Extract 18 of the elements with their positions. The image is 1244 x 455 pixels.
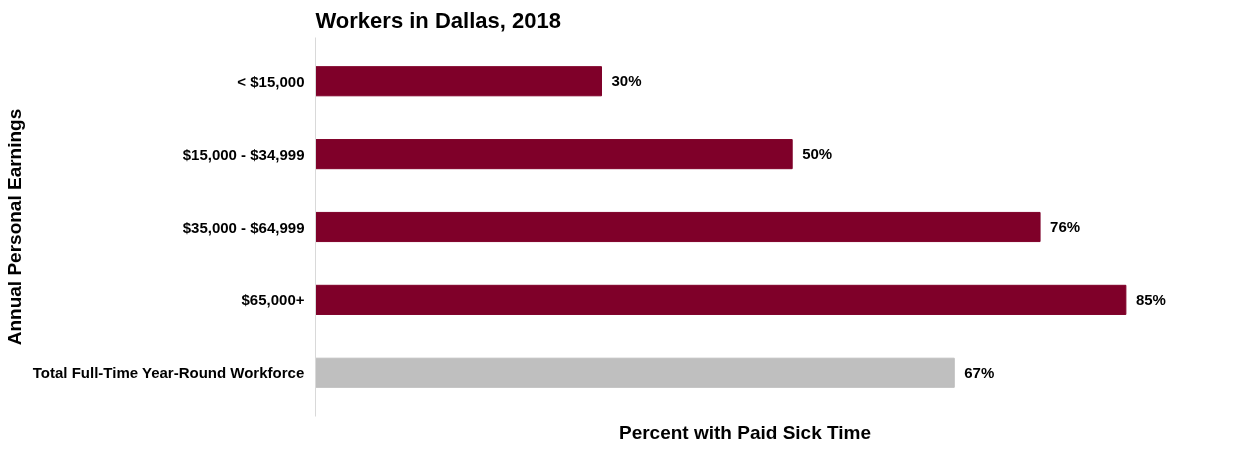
data-label: 30%: [611, 72, 642, 90]
y-tick-label: < $15,000: [237, 72, 305, 90]
bar: [315, 211, 1041, 243]
y-tick-label: $65,000+: [241, 291, 305, 309]
bar: [315, 357, 955, 388]
chart-title: Workers in Dallas, 2018: [315, 7, 561, 33]
y-tick-label: $35,000 - $64,999: [182, 218, 305, 236]
data-label: 85%: [1135, 290, 1166, 308]
data-label: 50%: [802, 145, 833, 163]
data-label: 67%: [964, 363, 995, 381]
y-axis-title: Annual Personal Earnings: [3, 108, 25, 346]
bar: [315, 284, 1127, 315]
data-label: 76%: [1050, 218, 1081, 235]
bar: [315, 66, 603, 97]
y-tick-label: Total Full-Time Year-Round Workforce: [32, 364, 305, 382]
y-tick-label: $15,000 - $34,999: [182, 145, 305, 163]
bar: [315, 139, 793, 170]
x-axis-title: Percent with Paid Sick Time: [618, 421, 872, 443]
